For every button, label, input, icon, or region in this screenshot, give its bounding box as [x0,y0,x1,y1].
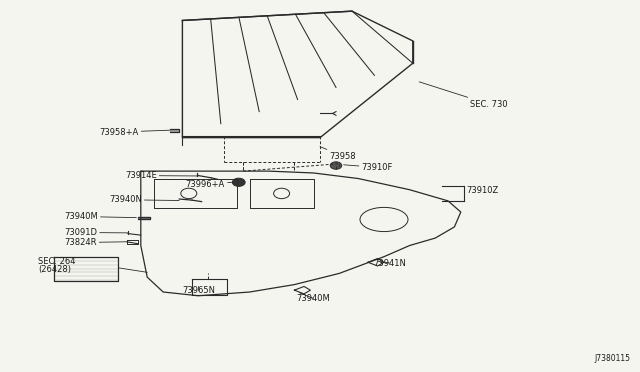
Text: 73965N: 73965N [182,286,216,295]
Text: 73958+A: 73958+A [99,128,170,137]
Polygon shape [138,217,150,219]
Text: 73940M: 73940M [64,212,136,221]
Text: 73958: 73958 [320,147,356,161]
Text: 73091D: 73091D [64,228,128,237]
Text: (26428): (26428) [38,265,72,274]
Ellipse shape [232,178,245,186]
Text: SEC. 264: SEC. 264 [38,257,76,266]
Text: J7380115: J7380115 [595,354,630,363]
Text: 73910Z: 73910Z [466,186,498,195]
Text: 73940M: 73940M [296,293,330,303]
Ellipse shape [330,162,342,169]
Text: SEC. 730: SEC. 730 [419,82,508,109]
Polygon shape [170,129,179,132]
Text: 73910F: 73910F [344,163,393,172]
Text: 73996+A: 73996+A [186,180,232,189]
Text: 73940N: 73940N [109,195,179,204]
Text: 73824R: 73824R [64,238,126,247]
Text: 73914E: 73914E [125,171,197,180]
Text: 73941N: 73941N [373,259,406,267]
